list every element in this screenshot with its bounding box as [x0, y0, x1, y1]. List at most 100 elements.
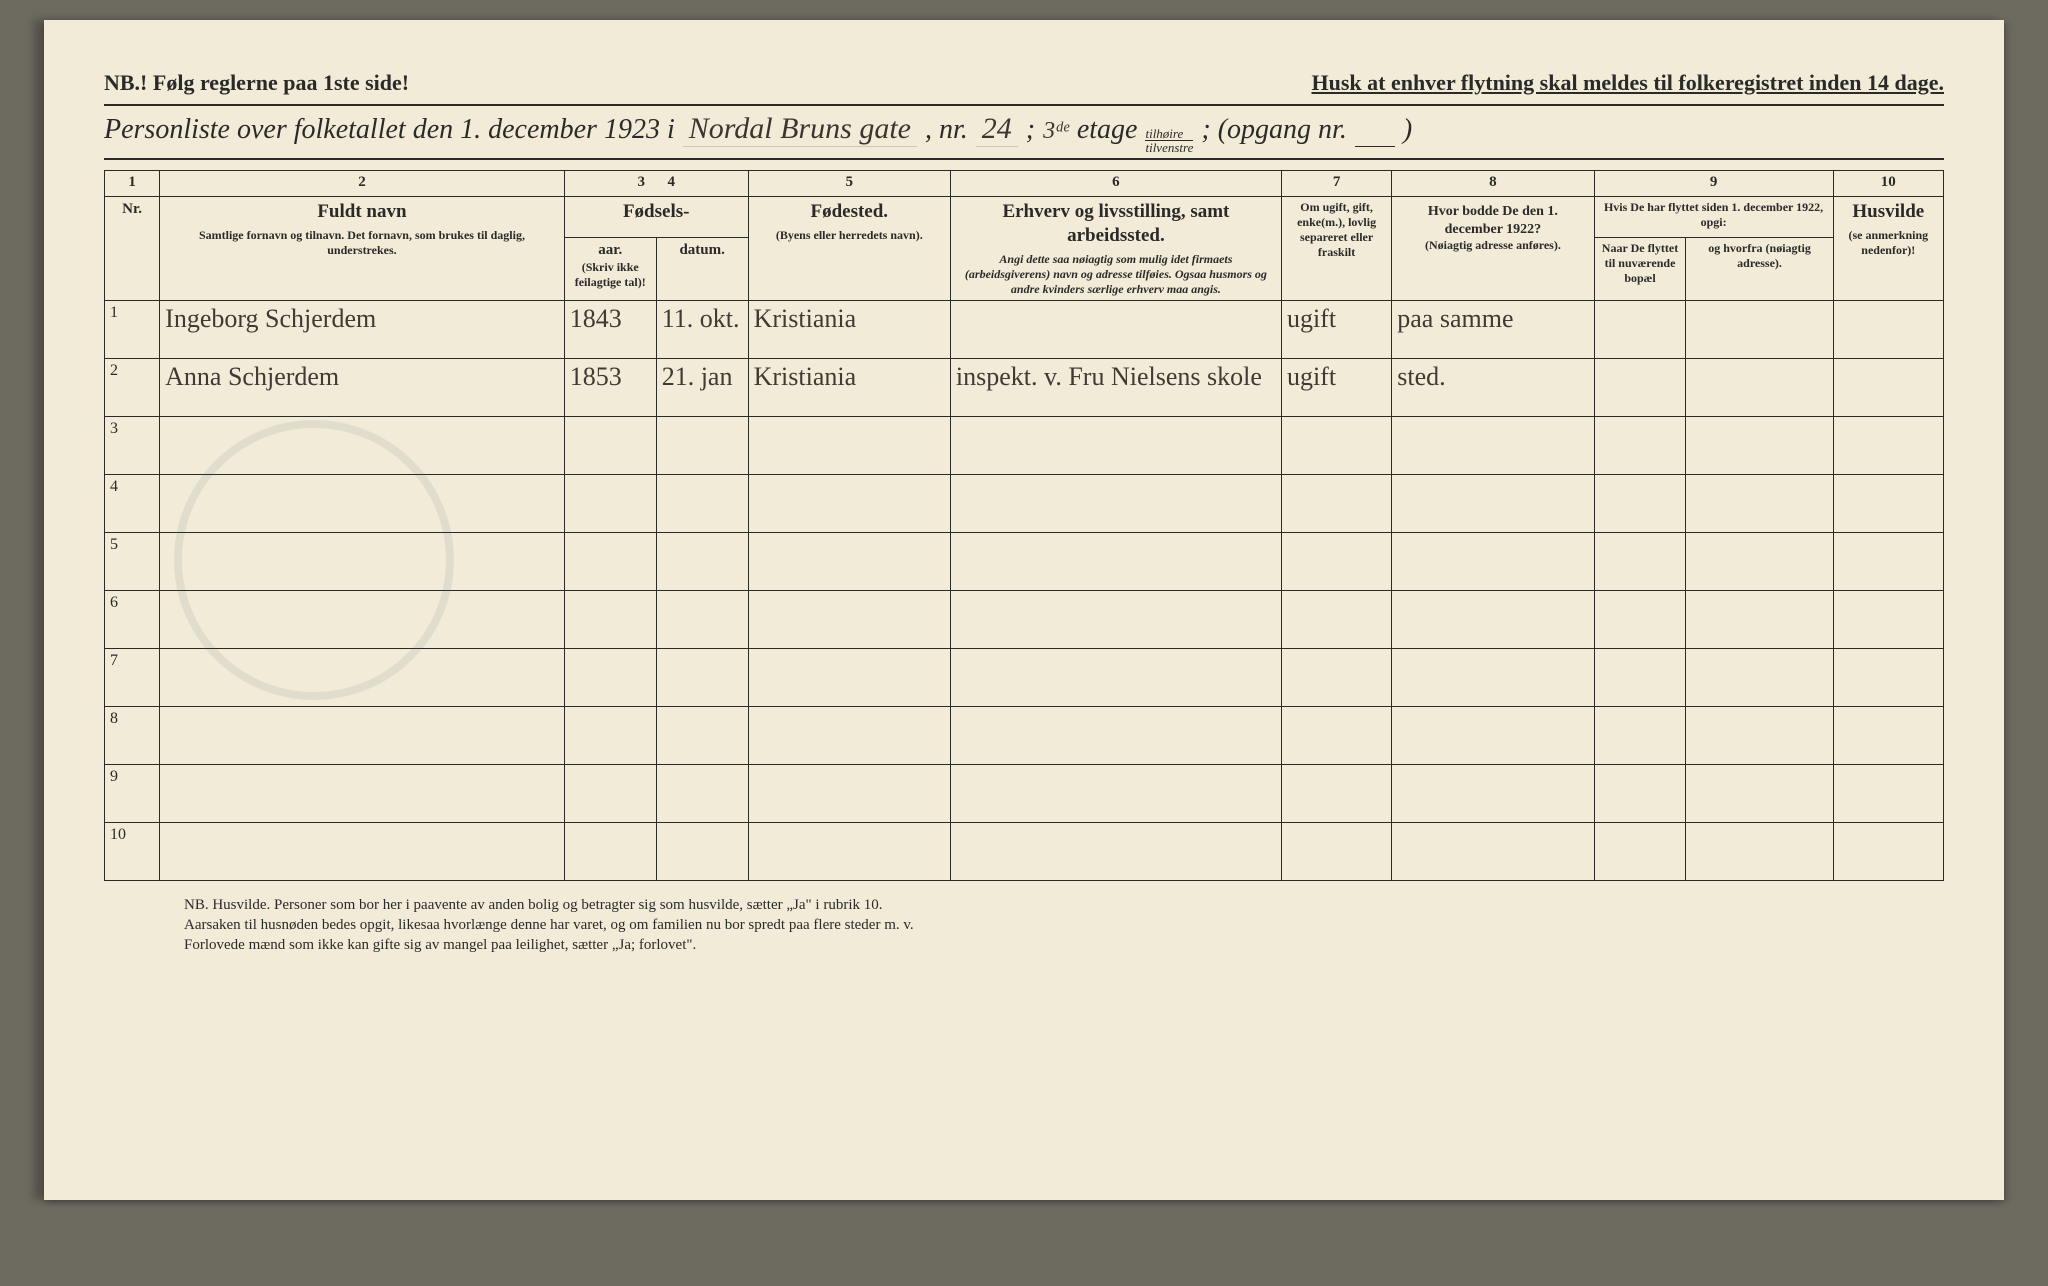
divider-top [104, 104, 1944, 106]
cell-blank [1392, 416, 1594, 474]
cell-blank [1281, 822, 1391, 880]
street-name: Nordal Bruns gate [683, 112, 917, 147]
table-row: 1Ingeborg Schjerdem184311. okt.Kristiani… [105, 300, 1944, 358]
cell-blank [160, 474, 565, 532]
cell-marital: ugift [1281, 300, 1391, 358]
hdr-date: datum. [656, 238, 748, 300]
cell-blank [1392, 474, 1594, 532]
cell-prevaddr: paa samme [1392, 300, 1594, 358]
cell-blank [160, 764, 565, 822]
hdr-nr: Nr. [105, 197, 160, 301]
cell-blank [564, 532, 656, 590]
cell-blank [748, 822, 950, 880]
title-prefix: Personliste over folketallet den 1. dece… [104, 114, 675, 146]
cell-blank [950, 474, 1281, 532]
row-number: 3 [105, 416, 160, 474]
cell-blank [1281, 590, 1391, 648]
cell-blank [656, 822, 748, 880]
opgang-blank [1355, 114, 1395, 147]
header-row-1: Nr. Fuldt navn Samtlige fornavn og tilna… [105, 197, 1944, 238]
hdr-prevaddr: Hvor bodde De den 1. december 1922? (Nøi… [1392, 197, 1594, 301]
cell-blank [1686, 706, 1833, 764]
table-row-blank: 9 [105, 764, 1944, 822]
hdr-occupation: Erhverv og livsstilling, samt arbeidsste… [950, 197, 1281, 301]
title-row: Personliste over folketallet den 1. dece… [104, 112, 1944, 154]
cell-moved-from [1686, 358, 1833, 416]
cell-blank [1686, 764, 1833, 822]
side-stack: tilhøire tilvenstre [1145, 127, 1193, 154]
cell-blank [950, 416, 1281, 474]
cell-blank [160, 706, 565, 764]
cell-blank [950, 648, 1281, 706]
etage-value: 3ᵈᵉ [1043, 118, 1069, 145]
cell-blank [748, 532, 950, 590]
cell-blank [950, 532, 1281, 590]
colnum-5: 5 [748, 171, 950, 197]
cell-blank [1686, 590, 1833, 648]
colnum-8: 8 [1392, 171, 1594, 197]
hdr-birthplace: Fødested. (Byens eller herredets navn). [748, 197, 950, 301]
cell-blank [1833, 822, 1943, 880]
cell-blank [1392, 706, 1594, 764]
cell-blank [1281, 706, 1391, 764]
row-number: 6 [105, 590, 160, 648]
cell-blank [1594, 822, 1686, 880]
cell-blank [748, 764, 950, 822]
row-number: 5 [105, 532, 160, 590]
col-number-row: 1 2 3 4 5 6 7 8 9 10 [105, 171, 1944, 197]
hdr-moved-top: Hvis De har flyttet siden 1. december 19… [1594, 197, 1833, 238]
nr-value: 24 [976, 112, 1018, 147]
cell-blank [1833, 416, 1943, 474]
cell-blank [1833, 706, 1943, 764]
top-instructions: NB.! Følg reglerne paa 1ste side! Husk a… [104, 70, 1944, 96]
footer-l1: NB. Husvilde. Personer som bor her i paa… [184, 895, 1304, 915]
cell-blank [1686, 416, 1833, 474]
colnum-6: 6 [950, 171, 1281, 197]
census-table: 1 2 3 4 5 6 7 8 9 10 Nr. Fuldt navn Samt… [104, 170, 1944, 881]
cell-blank [1594, 474, 1686, 532]
table-row-blank: 6 [105, 590, 1944, 648]
cell-blank [1594, 648, 1686, 706]
cell-blank [564, 822, 656, 880]
cell-name: Anna Schjerdem [160, 358, 565, 416]
cell-blank [1594, 764, 1686, 822]
colnum-1: 1 [105, 171, 160, 197]
colnum-9: 9 [1594, 171, 1833, 197]
cell-blank [1594, 532, 1686, 590]
cell-husvilde [1833, 358, 1943, 416]
cell-blank [656, 590, 748, 648]
colnum-10: 10 [1833, 171, 1943, 197]
cell-birthplace: Kristiania [748, 300, 950, 358]
cell-blank [1686, 532, 1833, 590]
cell-blank [1392, 764, 1594, 822]
cell-moved-when [1594, 358, 1686, 416]
cell-blank [1594, 706, 1686, 764]
cell-husvilde [1833, 300, 1943, 358]
row-number: 9 [105, 764, 160, 822]
cell-blank [564, 590, 656, 648]
colnum-34: 3 4 [564, 171, 748, 197]
cell-blank [564, 764, 656, 822]
cell-blank [748, 416, 950, 474]
cell-moved-when [1594, 300, 1686, 358]
hdr-husvilde: Husvilde (se anmerkning nedenfor)! [1833, 197, 1943, 301]
cell-blank [656, 474, 748, 532]
cell-blank [1594, 590, 1686, 648]
nb-right: Husk at enhver flytning skal meldes til … [1311, 70, 1944, 96]
cell-blank [748, 474, 950, 532]
opgang-label: ; (opgang nr. [1201, 114, 1346, 146]
footer-l3: Forlovede mænd som ikke kan gifte sig av… [184, 935, 1304, 955]
cell-blank [1686, 822, 1833, 880]
cell-blank [748, 590, 950, 648]
cell-birthplace: Kristiania [748, 358, 950, 416]
footer-l2: Aarsaken til husnøden bedes opgit, likes… [184, 915, 1304, 935]
cell-blank [564, 416, 656, 474]
cell-blank [160, 416, 565, 474]
cell-date: 11. okt. [656, 300, 748, 358]
row-number: 7 [105, 648, 160, 706]
hdr-name: Fuldt navn Samtlige fornavn og tilnavn. … [160, 197, 565, 301]
cell-blank [1281, 648, 1391, 706]
cell-blank [1594, 416, 1686, 474]
cell-blank [656, 416, 748, 474]
cell-blank [160, 822, 565, 880]
